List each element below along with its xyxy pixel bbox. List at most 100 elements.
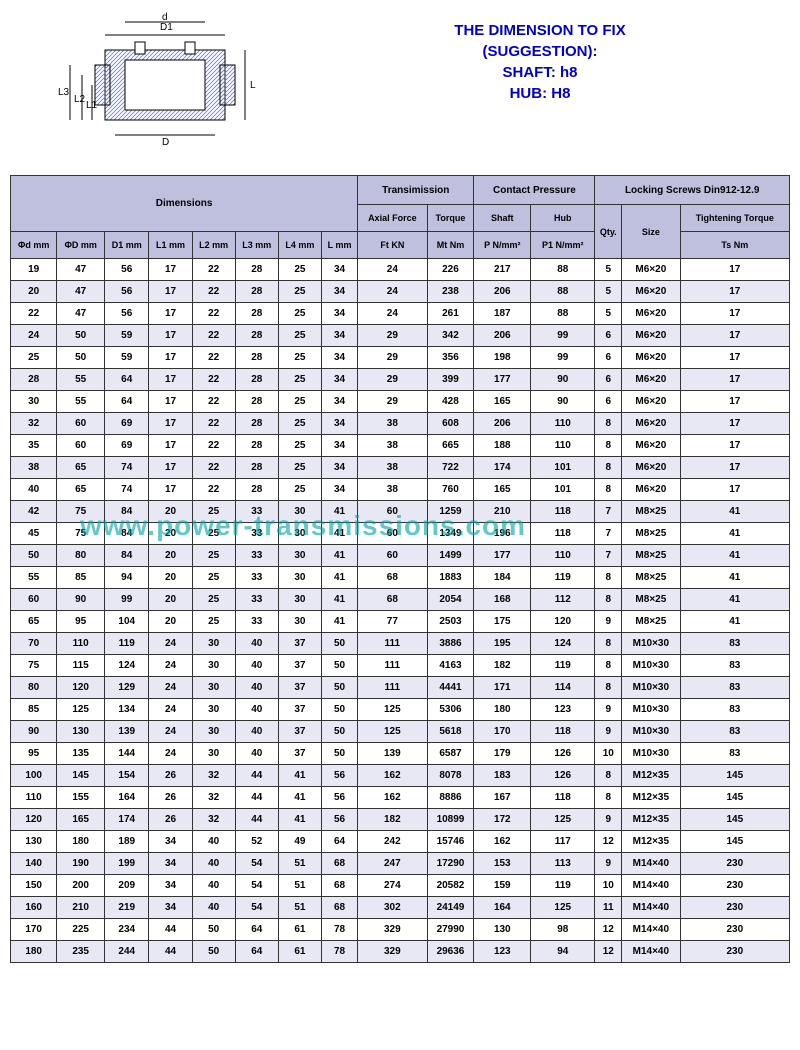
table-cell: 68 — [358, 589, 427, 611]
table-cell: 55 — [57, 369, 105, 391]
table-cell: 64 — [321, 831, 357, 853]
table-cell: 77 — [358, 611, 427, 633]
table-cell: 230 — [680, 941, 789, 963]
table-cell: 608 — [427, 413, 474, 435]
table-cell: 20 — [149, 589, 192, 611]
table-cell: 12 — [595, 831, 622, 853]
table-cell: M6×20 — [622, 281, 680, 303]
table-cell: 126 — [531, 765, 595, 787]
table-cell: 41 — [680, 501, 789, 523]
table-cell: 40 — [192, 875, 235, 897]
table-cell: M8×25 — [622, 523, 680, 545]
table-cell: 17 — [149, 259, 192, 281]
table-cell: 83 — [680, 721, 789, 743]
table-cell: 41 — [680, 589, 789, 611]
table-cell: 17 — [680, 347, 789, 369]
table-cell: 34 — [321, 281, 357, 303]
table-cell: 20 — [149, 567, 192, 589]
table-cell: 30 — [278, 589, 321, 611]
table-cell: 6587 — [427, 743, 474, 765]
table-cell: 34 — [149, 897, 192, 919]
table-cell: 50 — [57, 325, 105, 347]
table-cell: 68 — [321, 897, 357, 919]
col-Mt: Mt Nm — [427, 232, 474, 259]
table-cell: 30 — [11, 391, 57, 413]
table-cell: 28 — [235, 369, 278, 391]
table-row: 70110119243040375011138861951248M10×3083 — [11, 633, 790, 655]
table-cell: 6 — [595, 347, 622, 369]
col-shaft: Shaft — [474, 205, 531, 232]
table-cell: 180 — [474, 699, 531, 721]
table-cell: 722 — [427, 457, 474, 479]
table-cell: 50 — [321, 721, 357, 743]
table-cell: 22 — [192, 413, 235, 435]
svg-text:L1: L1 — [86, 100, 98, 111]
table-cell: 25 — [278, 479, 321, 501]
table-cell: 60 — [358, 501, 427, 523]
col-L3: L3 mm — [235, 232, 278, 259]
table-cell: 124 — [105, 655, 149, 677]
table-cell: 37 — [278, 743, 321, 765]
svg-text:L3: L3 — [58, 87, 70, 98]
table-cell: 40 — [235, 699, 278, 721]
table-cell: 238 — [427, 281, 474, 303]
table-cell: 17 — [149, 479, 192, 501]
table-row: 1802352444450646178329296361239412M14×40… — [11, 941, 790, 963]
table-cell: 37 — [278, 633, 321, 655]
table-cell: 22 — [192, 435, 235, 457]
table-cell: 68 — [321, 853, 357, 875]
table-row: 50808420253330416014991771107M8×2541 — [11, 545, 790, 567]
table-cell: 210 — [474, 501, 531, 523]
table-cell: 123 — [474, 941, 531, 963]
table-cell: 69 — [105, 435, 149, 457]
table-cell: 329 — [358, 919, 427, 941]
table-cell: 44 — [235, 765, 278, 787]
table-cell: 32 — [192, 809, 235, 831]
col-group-screws: Locking Screws Din912-12.9 — [595, 176, 790, 205]
table-cell: 34 — [321, 325, 357, 347]
table-cell: 41 — [278, 809, 321, 831]
table-cell: 115 — [57, 655, 105, 677]
table-cell: 17 — [680, 457, 789, 479]
table-cell: M14×40 — [622, 875, 680, 897]
table-cell: 9 — [595, 611, 622, 633]
table-cell: 88 — [531, 259, 595, 281]
col-D: ΦD mm — [57, 232, 105, 259]
table-cell: M10×30 — [622, 677, 680, 699]
table-cell: 9 — [595, 809, 622, 831]
table-cell: 78 — [321, 941, 357, 963]
table-cell: 183 — [474, 765, 531, 787]
table-cell: 219 — [105, 897, 149, 919]
table-cell: 38 — [358, 457, 427, 479]
table-cell: 17 — [680, 325, 789, 347]
table-cell: 200 — [57, 875, 105, 897]
table-cell: 25 — [278, 413, 321, 435]
table-cell: 55 — [57, 391, 105, 413]
table-cell: 50 — [192, 919, 235, 941]
table-cell: 29 — [358, 391, 427, 413]
table-cell: 117 — [531, 831, 595, 853]
table-cell: 153 — [474, 853, 531, 875]
table-row: 60909920253330416820541681128M8×2541 — [11, 589, 790, 611]
table-cell: 113 — [531, 853, 595, 875]
table-cell: 120 — [57, 677, 105, 699]
table-cell: 130 — [57, 721, 105, 743]
table-cell: 24 — [149, 677, 192, 699]
table-row: 194756172228253424226217885M6×2017 — [11, 259, 790, 281]
table-cell: M6×20 — [622, 347, 680, 369]
table-cell: 10899 — [427, 809, 474, 831]
table-row: 3865741722282534387221741018M6×2017 — [11, 457, 790, 479]
table-cell: 165 — [57, 809, 105, 831]
table-cell: 8 — [595, 765, 622, 787]
table-cell: 17 — [680, 369, 789, 391]
table-cell: 1883 — [427, 567, 474, 589]
table-cell: 274 — [358, 875, 427, 897]
table-cell: 33 — [235, 611, 278, 633]
table-cell: 7 — [595, 501, 622, 523]
table-cell: 34 — [321, 347, 357, 369]
table-cell: M14×40 — [622, 941, 680, 963]
table-cell: 85 — [11, 699, 57, 721]
table-cell: 83 — [680, 699, 789, 721]
table-cell: 9 — [595, 853, 622, 875]
table-row: 204756172228253424238206885M6×2017 — [11, 281, 790, 303]
